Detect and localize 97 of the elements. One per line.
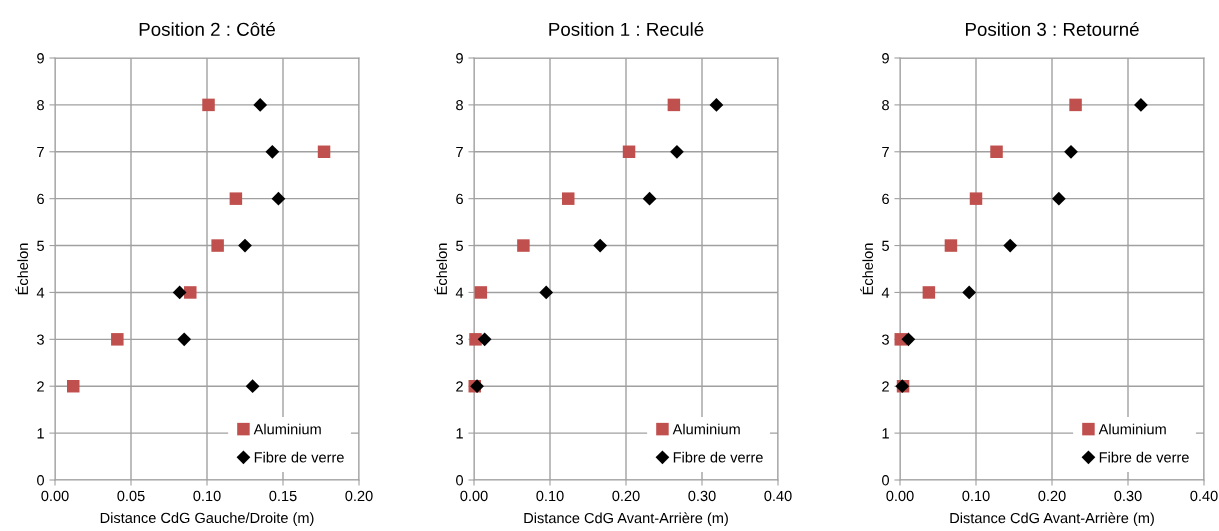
x-tick-label: 0.00 bbox=[886, 490, 914, 502]
point bbox=[238, 238, 252, 253]
legend-label: Fibre de verre bbox=[673, 451, 763, 463]
y-tick-label: 8 bbox=[456, 99, 463, 111]
y-tick-label: 0 bbox=[456, 475, 464, 486]
x-tick-label: 0.00 bbox=[460, 490, 488, 502]
point bbox=[622, 145, 636, 159]
point bbox=[172, 285, 187, 300]
chart-title: Position 2 : Côté bbox=[139, 21, 275, 36]
y-tick-label: 6 bbox=[37, 193, 44, 205]
y-tick-label: 1 bbox=[882, 428, 889, 439]
x-tick-label: 0.10 bbox=[193, 490, 221, 502]
legend-label: Aluminium bbox=[1098, 423, 1166, 435]
point bbox=[709, 98, 724, 112]
point bbox=[667, 98, 681, 112]
y-tick-label: 5 bbox=[37, 240, 44, 251]
legend-label: Aluminium bbox=[253, 423, 321, 435]
x-tick-label: 0.10 bbox=[962, 490, 990, 502]
point bbox=[202, 98, 215, 112]
x-tick-label: 0.05 bbox=[117, 490, 145, 502]
y-tick-label: 8 bbox=[37, 99, 44, 111]
chart-title: Position 1 : Reculé bbox=[549, 21, 704, 36]
point bbox=[317, 145, 331, 159]
x-tick-label: 0.00 bbox=[41, 490, 69, 502]
y-tick-label: 8 bbox=[882, 99, 889, 111]
chart-title: Position 3 : Retourné bbox=[965, 21, 1139, 36]
y-tick-label: 3 bbox=[456, 334, 463, 345]
legend-label: Fibre de verre bbox=[254, 451, 344, 463]
point bbox=[271, 191, 286, 206]
y-tick-label: 3 bbox=[882, 334, 889, 345]
point bbox=[561, 192, 575, 205]
point bbox=[670, 144, 684, 159]
y-tick-label: 2 bbox=[456, 381, 463, 392]
y-tick-label: 2 bbox=[882, 381, 889, 392]
x-tick-label: 0.30 bbox=[688, 490, 716, 502]
point bbox=[962, 285, 977, 300]
point bbox=[1064, 144, 1078, 159]
point bbox=[593, 238, 608, 253]
y-tick-label: 4 bbox=[455, 287, 464, 298]
point bbox=[245, 379, 260, 394]
y-tick-label: 0 bbox=[882, 475, 890, 486]
x-axis-title: Distance CdG Gauche/Droite (m) bbox=[100, 512, 314, 526]
y-tick-label: 7 bbox=[456, 147, 463, 158]
y-tick-label: 6 bbox=[456, 193, 463, 205]
y-tick-label: 4 bbox=[881, 287, 890, 298]
point bbox=[177, 332, 192, 347]
y-tick-label: 7 bbox=[882, 147, 889, 158]
point bbox=[111, 333, 124, 346]
point bbox=[1051, 191, 1066, 206]
y-tick-label: 4 bbox=[36, 287, 45, 298]
point bbox=[229, 192, 243, 205]
y-axis-title: Échelon bbox=[15, 243, 29, 295]
y-tick-label: 0 bbox=[37, 475, 45, 486]
x-tick-label: 0.20 bbox=[345, 490, 373, 502]
point bbox=[990, 145, 1003, 159]
y-tick-label: 3 bbox=[37, 334, 44, 345]
y-tick-label: 1 bbox=[456, 428, 463, 439]
point bbox=[477, 332, 492, 347]
x-tick-label: 0.40 bbox=[1190, 490, 1218, 502]
y-tick-label: 2 bbox=[37, 381, 44, 392]
y-tick-label: 5 bbox=[456, 240, 463, 251]
point bbox=[922, 286, 936, 299]
legend-label: Aluminium bbox=[672, 423, 740, 435]
point bbox=[184, 286, 197, 299]
y-tick-label: 9 bbox=[456, 53, 463, 64]
y-axis-title: Échelon bbox=[434, 243, 448, 295]
point bbox=[901, 332, 916, 347]
x-tick-label: 0.20 bbox=[1038, 490, 1066, 502]
point bbox=[253, 98, 268, 112]
point bbox=[517, 239, 530, 252]
point bbox=[1069, 98, 1082, 112]
y-tick-label: 5 bbox=[882, 240, 889, 251]
point bbox=[474, 286, 488, 299]
point bbox=[265, 144, 280, 159]
point bbox=[969, 192, 983, 205]
y-tick-label: 7 bbox=[37, 147, 44, 158]
y-tick-label: 9 bbox=[882, 53, 889, 64]
y-tick-label: 9 bbox=[37, 53, 44, 64]
point bbox=[211, 239, 224, 252]
point bbox=[944, 239, 958, 252]
x-axis-title: Distance CdG Avant-Arrière (m) bbox=[950, 512, 1154, 527]
x-tick-label: 0.15 bbox=[269, 490, 297, 502]
x-tick-label: 0.20 bbox=[612, 490, 640, 502]
point bbox=[1134, 98, 1148, 112]
legend-label: Fibre de verre bbox=[1099, 451, 1189, 463]
x-tick-label: 0.10 bbox=[536, 490, 564, 502]
point bbox=[66, 379, 80, 393]
point bbox=[1003, 238, 1018, 253]
y-tick-label: 1 bbox=[37, 428, 44, 439]
point bbox=[469, 333, 482, 346]
y-tick-label: 6 bbox=[882, 193, 889, 205]
x-tick-label: 0.30 bbox=[1114, 490, 1142, 502]
y-axis-title: Échelon bbox=[860, 243, 874, 295]
point bbox=[642, 191, 657, 206]
x-tick-label: 0.40 bbox=[764, 490, 792, 502]
x-axis-title: Distance CdG Avant-Arrière (m) bbox=[524, 512, 728, 527]
point bbox=[539, 285, 554, 300]
